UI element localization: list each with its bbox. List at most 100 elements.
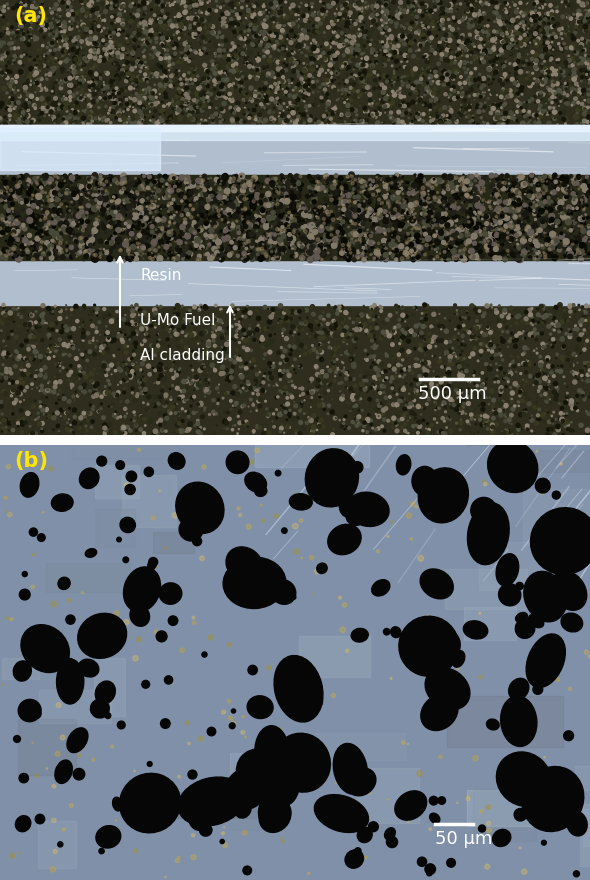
Circle shape [434,103,435,105]
Circle shape [234,55,238,58]
Circle shape [161,226,163,229]
Circle shape [198,320,201,324]
Circle shape [276,229,281,234]
Circle shape [442,50,444,53]
Circle shape [281,76,284,78]
Circle shape [491,345,495,349]
Circle shape [193,307,195,309]
Circle shape [8,216,14,221]
Circle shape [479,223,481,225]
Circle shape [501,8,503,10]
Circle shape [533,312,536,316]
Circle shape [550,345,552,346]
Circle shape [548,106,551,109]
Circle shape [14,76,15,77]
Circle shape [340,311,342,312]
Circle shape [108,221,112,224]
Circle shape [121,319,124,322]
Circle shape [91,256,96,261]
Circle shape [258,12,260,14]
Circle shape [409,224,412,226]
Circle shape [438,236,442,239]
Circle shape [194,389,195,391]
Circle shape [340,627,346,633]
Circle shape [556,223,558,224]
Circle shape [510,30,513,33]
Circle shape [376,202,382,208]
Circle shape [468,418,471,420]
Circle shape [327,4,331,8]
Circle shape [330,121,334,126]
Circle shape [215,184,216,185]
Circle shape [542,62,543,64]
Circle shape [143,55,146,58]
Circle shape [165,257,166,259]
Circle shape [178,248,181,252]
Circle shape [579,257,584,261]
Circle shape [55,197,59,202]
Circle shape [359,118,360,119]
Circle shape [428,429,430,431]
Circle shape [9,104,12,106]
Circle shape [186,236,191,240]
Circle shape [542,216,546,220]
Circle shape [552,329,554,331]
Circle shape [452,194,455,197]
Circle shape [355,418,358,422]
Circle shape [313,25,314,27]
Circle shape [159,180,163,185]
Circle shape [206,211,208,213]
Circle shape [466,116,467,118]
Circle shape [319,13,322,16]
Circle shape [57,14,58,16]
Ellipse shape [225,768,267,810]
Circle shape [434,237,437,239]
Circle shape [86,248,91,253]
Circle shape [95,346,97,348]
Circle shape [231,69,236,73]
Circle shape [409,237,410,238]
Circle shape [412,27,414,29]
Circle shape [335,27,337,30]
Circle shape [560,204,561,205]
Circle shape [542,348,544,349]
Circle shape [271,45,274,48]
Circle shape [512,51,515,54]
Circle shape [352,363,356,367]
Circle shape [253,4,257,8]
Circle shape [480,87,483,90]
Circle shape [148,76,150,78]
Circle shape [422,215,427,219]
Circle shape [345,334,348,336]
Circle shape [272,66,275,70]
Circle shape [352,339,356,342]
Circle shape [146,801,149,804]
Circle shape [250,312,253,315]
Circle shape [585,214,586,215]
Circle shape [566,395,567,397]
Circle shape [464,48,467,51]
Circle shape [357,414,360,419]
Circle shape [212,399,214,401]
Circle shape [245,55,246,56]
Circle shape [53,413,55,415]
Circle shape [71,202,74,204]
Circle shape [287,115,290,118]
Circle shape [320,69,323,72]
Circle shape [359,16,363,19]
Circle shape [378,93,382,97]
Circle shape [12,58,14,60]
Circle shape [333,347,336,351]
Circle shape [417,383,419,385]
Circle shape [436,0,440,3]
Circle shape [384,18,388,22]
Circle shape [369,207,374,212]
Circle shape [455,51,458,54]
Circle shape [554,179,558,183]
Circle shape [0,227,2,230]
Circle shape [18,314,19,315]
Circle shape [79,415,83,420]
Circle shape [167,205,169,207]
Circle shape [293,61,295,62]
Circle shape [338,382,340,385]
